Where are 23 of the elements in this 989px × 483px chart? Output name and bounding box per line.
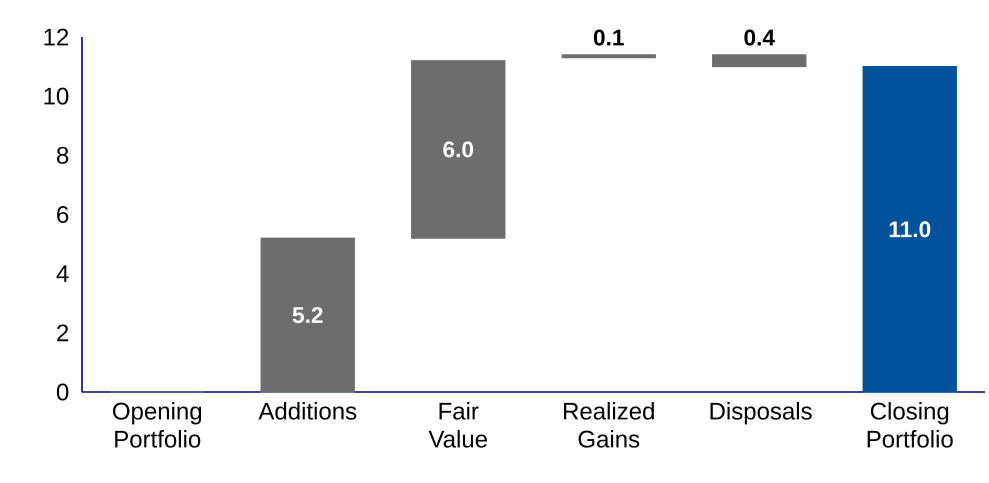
x-tick-label: Disposals — [710, 402, 812, 424]
bar — [411, 60, 506, 239]
data-label: 5.2 — [292, 307, 323, 324]
data-label: 0.4 — [744, 30, 775, 46]
bar — [260, 238, 355, 393]
y-tick-label: 12 — [44, 28, 68, 46]
y-tick-label: 2 — [57, 324, 68, 342]
y-tick-label: 10 — [44, 88, 68, 105]
bar — [862, 66, 957, 393]
x-tick-label: Additions — [258, 402, 356, 420]
x-tick-label: Realized Gains — [564, 402, 654, 448]
y-tick-label: 8 — [56, 146, 68, 164]
x-tick-label: Fair Value — [428, 402, 487, 448]
y-tick-label: 0 — [56, 383, 68, 400]
y-tick-label: 6 — [57, 206, 68, 223]
data-label: 11.0 — [890, 221, 930, 238]
data-label: 6.0 — [443, 141, 474, 158]
bar — [712, 54, 806, 68]
data-label: 0.1 — [594, 30, 624, 46]
y-tick-label: 4 — [56, 265, 69, 282]
x-tick-label: Closing Portfolio — [868, 402, 953, 448]
x-tick-label: Opening Portfolio — [113, 402, 202, 448]
bar — [562, 54, 656, 58]
